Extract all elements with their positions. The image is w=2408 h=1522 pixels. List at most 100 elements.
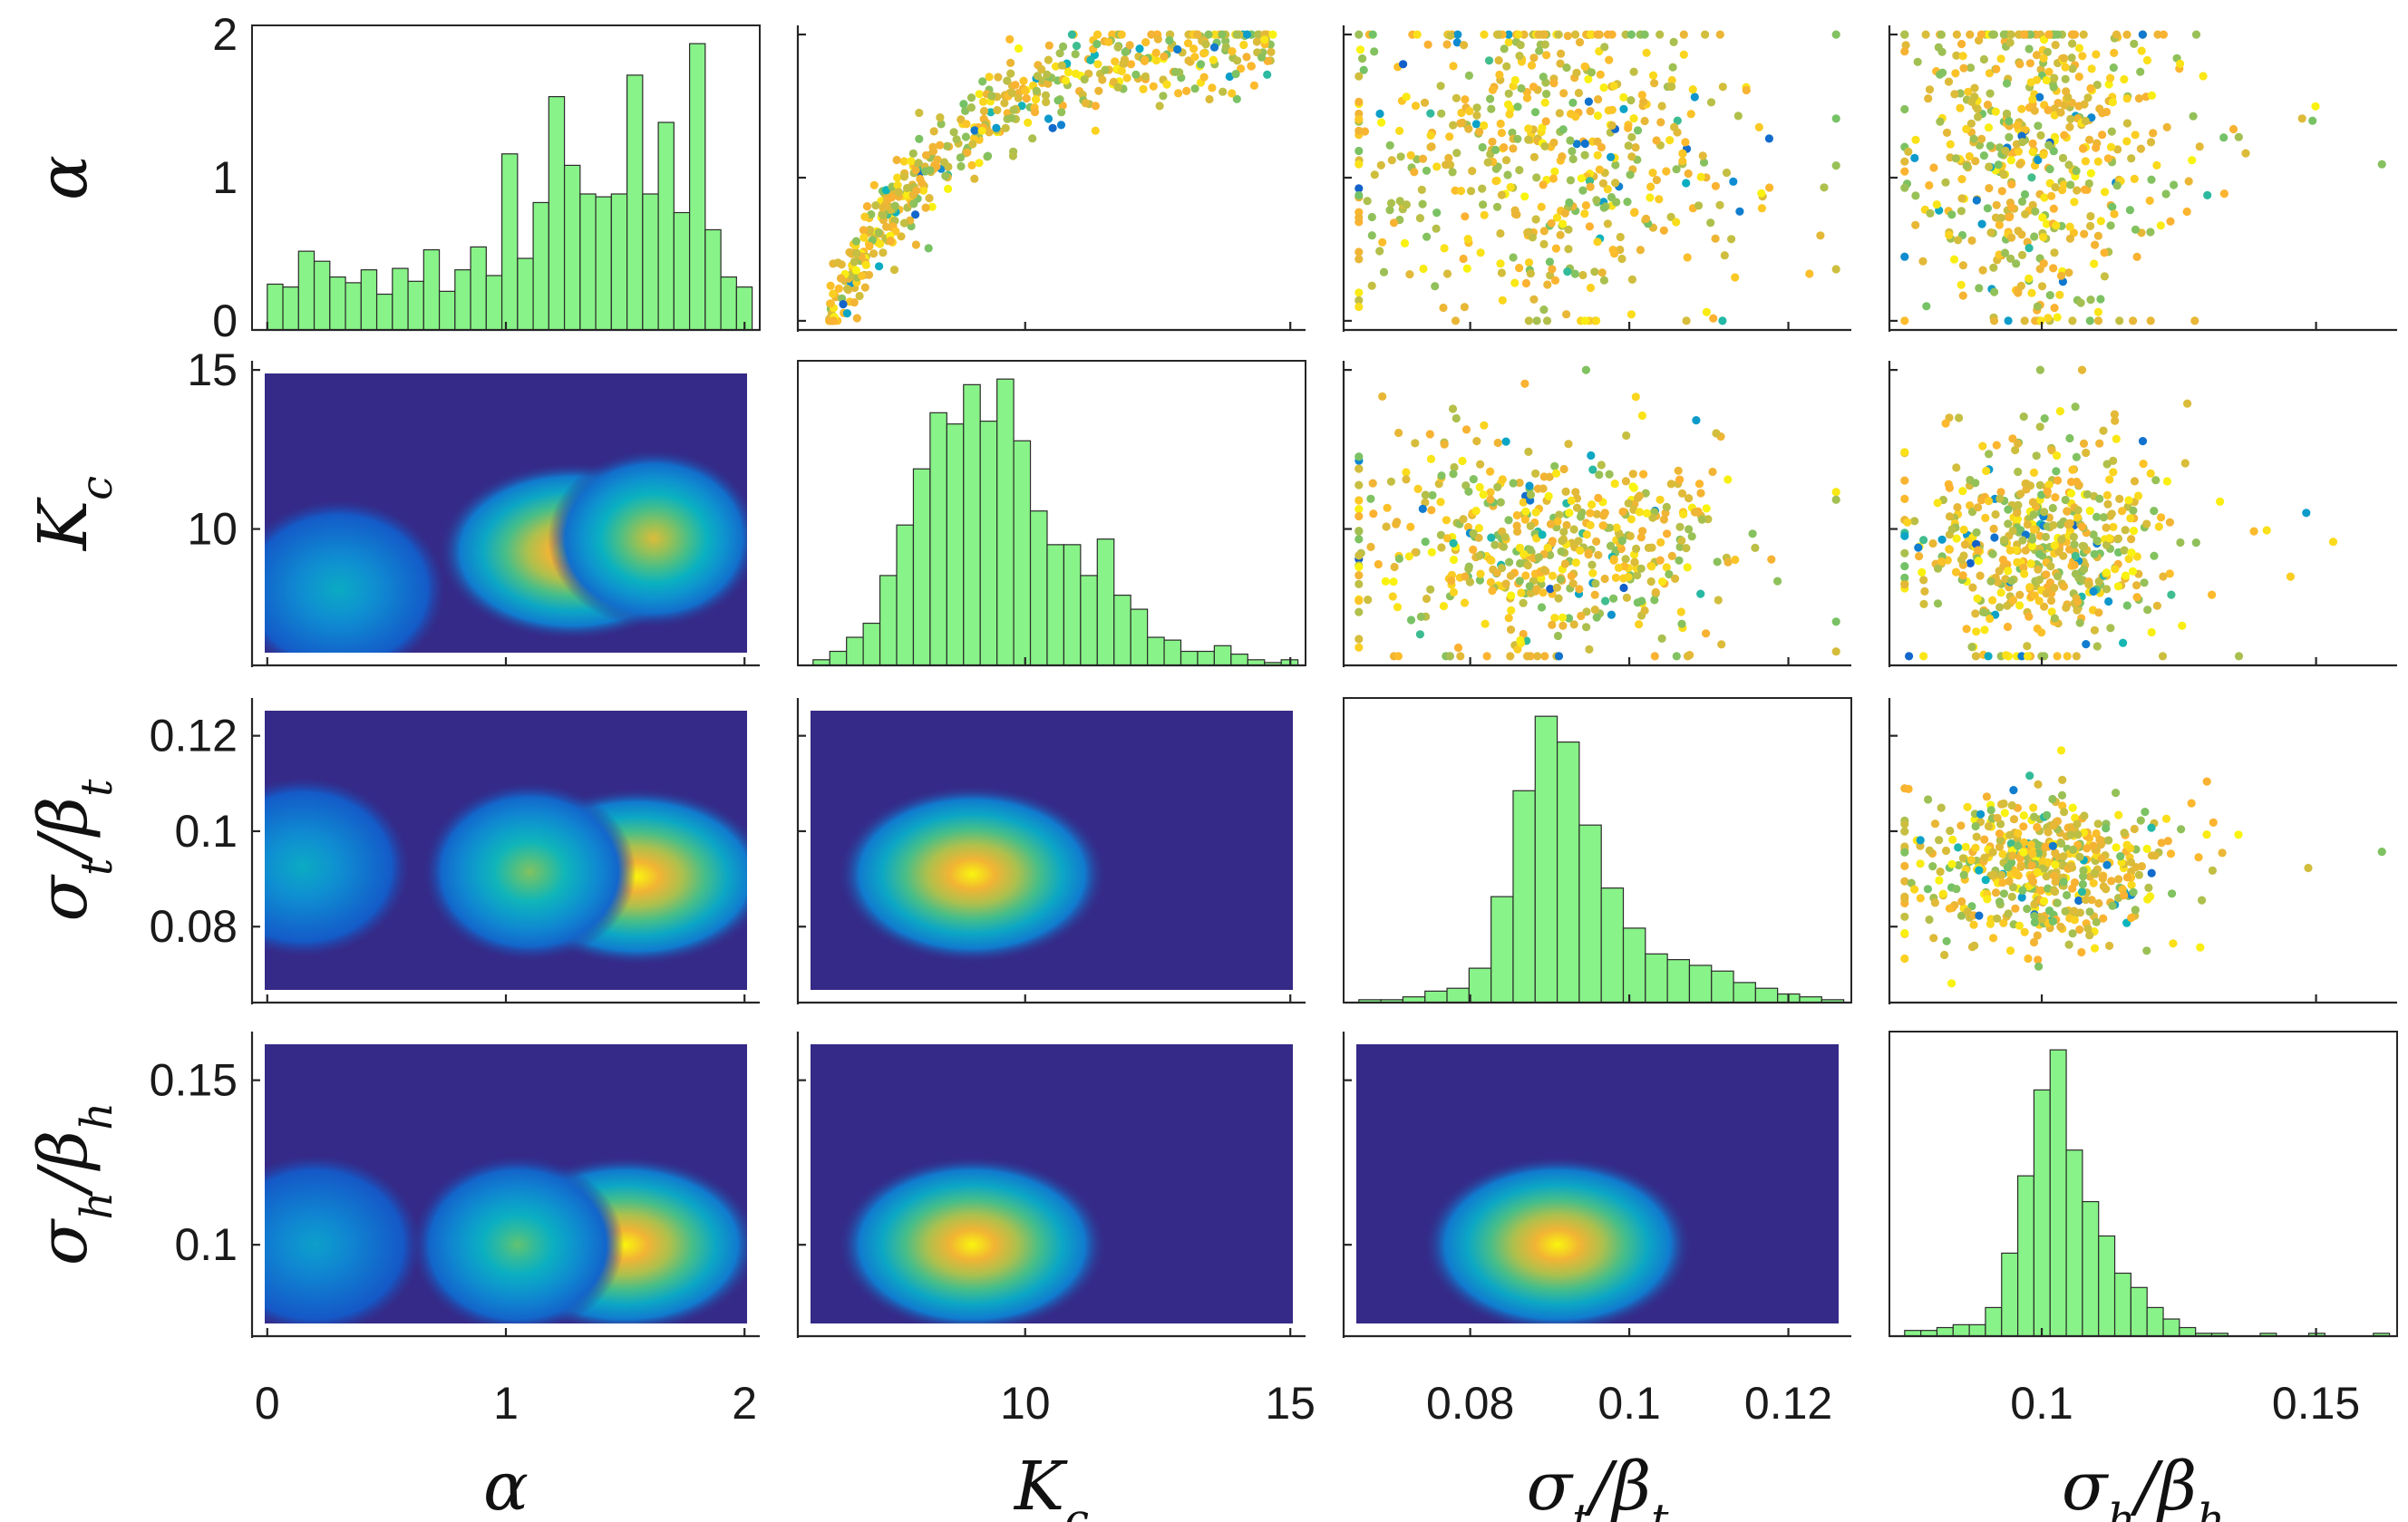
scatter-point — [2042, 75, 2051, 85]
scatter-point — [2040, 508, 2049, 517]
scatter-point — [1622, 431, 1631, 441]
scatter-point — [1930, 898, 1939, 907]
density-Kc-sh — [811, 1044, 1293, 1323]
scatter-point — [1910, 517, 1919, 526]
scatter-point — [2059, 582, 2069, 591]
scatter-point — [1984, 497, 1994, 506]
scatter-point — [1924, 94, 1933, 103]
scatter-point — [1426, 585, 1435, 594]
scatter-point — [2162, 122, 2171, 131]
scatter-point — [1571, 488, 1580, 497]
y-tick-label: 0 — [212, 296, 238, 346]
scatter-point — [1497, 190, 1506, 199]
scatter-point — [1524, 135, 1533, 144]
scatter-point — [1091, 126, 1100, 135]
scatter-point — [1155, 102, 1164, 111]
scatter-point — [1627, 275, 1636, 284]
scatter-point — [1715, 200, 1724, 209]
scatter-point — [1563, 267, 1572, 276]
scatter-point — [2004, 505, 2013, 514]
scatter-point — [1425, 430, 1434, 439]
scatter-point — [2082, 895, 2091, 905]
scatter-point — [1355, 45, 1365, 54]
y-axis-label-Kc: Kc — [24, 476, 122, 552]
scatter-point — [2107, 509, 2116, 519]
scatter-point — [1595, 470, 1604, 480]
scatter-point — [2045, 165, 2054, 174]
scatter-point — [2049, 520, 2058, 530]
scatter-point — [1544, 491, 1553, 501]
scatter-point — [1936, 868, 1945, 877]
scatter-point — [1554, 594, 1563, 603]
scatter-point — [1141, 72, 1150, 81]
scatter-point — [1405, 270, 1414, 279]
scatter-point — [1580, 150, 1589, 160]
scatter-point — [1993, 813, 2002, 823]
scatter-point — [2049, 264, 2058, 273]
scatter-point — [1967, 236, 1976, 245]
scatter-point — [2118, 507, 2127, 516]
scatter-point — [1656, 118, 1665, 127]
scatter-point — [2080, 811, 2089, 820]
scatter-point — [1993, 914, 2002, 923]
scatter-point — [2079, 866, 2088, 875]
scatter-point — [1672, 218, 1681, 227]
scatter-point — [2069, 532, 2078, 541]
scatter-point — [2143, 606, 2152, 615]
scatter-point — [2073, 606, 2082, 615]
histogram-bar — [485, 275, 503, 331]
scatter-point — [911, 240, 921, 249]
scatter-point — [2030, 232, 2039, 241]
scatter-point — [1586, 107, 1595, 116]
scatter-point — [1239, 40, 1248, 50]
scatter-point — [1509, 479, 1518, 488]
scatter-point — [1599, 276, 1608, 285]
scatter-point — [1549, 138, 1558, 147]
x-tick-label: 15 — [1265, 1378, 1316, 1429]
scatter-point — [2064, 160, 2073, 170]
scatter-point — [1697, 515, 1706, 524]
scatter-point — [1503, 100, 1513, 109]
histogram-bar — [829, 650, 848, 666]
scatter-point — [1427, 506, 1436, 515]
scatter-point — [1959, 870, 1968, 879]
scatter-point — [2033, 302, 2042, 311]
scatter-point — [1652, 136, 1661, 145]
scatter-point — [1900, 476, 1909, 485]
scatter-point — [1481, 619, 1490, 628]
scatter-point — [2078, 879, 2087, 889]
scatter-point — [959, 100, 968, 109]
density-blob — [412, 1155, 625, 1323]
scatter-point — [2068, 803, 2077, 812]
scatter-point — [2050, 104, 2059, 113]
scatter-point — [2130, 477, 2140, 486]
scatter-point — [1900, 877, 1909, 886]
scatter-point — [2080, 185, 2090, 194]
scatter-point — [1565, 509, 1574, 518]
scatter-point — [2083, 490, 2092, 499]
scatter-point — [1367, 231, 1376, 240]
scatter-point — [1475, 127, 1484, 136]
histogram-bar — [1754, 987, 1779, 1003]
scatter-point — [2000, 809, 2009, 818]
scatter-point — [1910, 885, 1919, 894]
scatter-point — [2132, 593, 2141, 602]
scatter-point — [2127, 548, 2136, 557]
scatter-point — [2034, 576, 2044, 585]
scatter-point — [2026, 559, 2035, 568]
scatter-point — [2042, 589, 2051, 598]
scatter-point — [2086, 221, 2095, 230]
scatter-point — [956, 153, 965, 162]
scatter-point — [2009, 786, 2018, 795]
scatter-point — [1900, 580, 1909, 589]
scatter-point — [1418, 504, 1427, 514]
scatter-point — [2043, 810, 2052, 819]
scatter-point — [1209, 55, 1218, 64]
scatter-point — [842, 309, 852, 318]
scatter-point — [2203, 190, 2212, 199]
scatter-point — [978, 97, 988, 106]
scatter-point — [1094, 86, 1103, 95]
scatter-point — [1375, 109, 1384, 119]
scatter-point — [1900, 252, 1909, 261]
scatter-point — [1900, 848, 1909, 857]
